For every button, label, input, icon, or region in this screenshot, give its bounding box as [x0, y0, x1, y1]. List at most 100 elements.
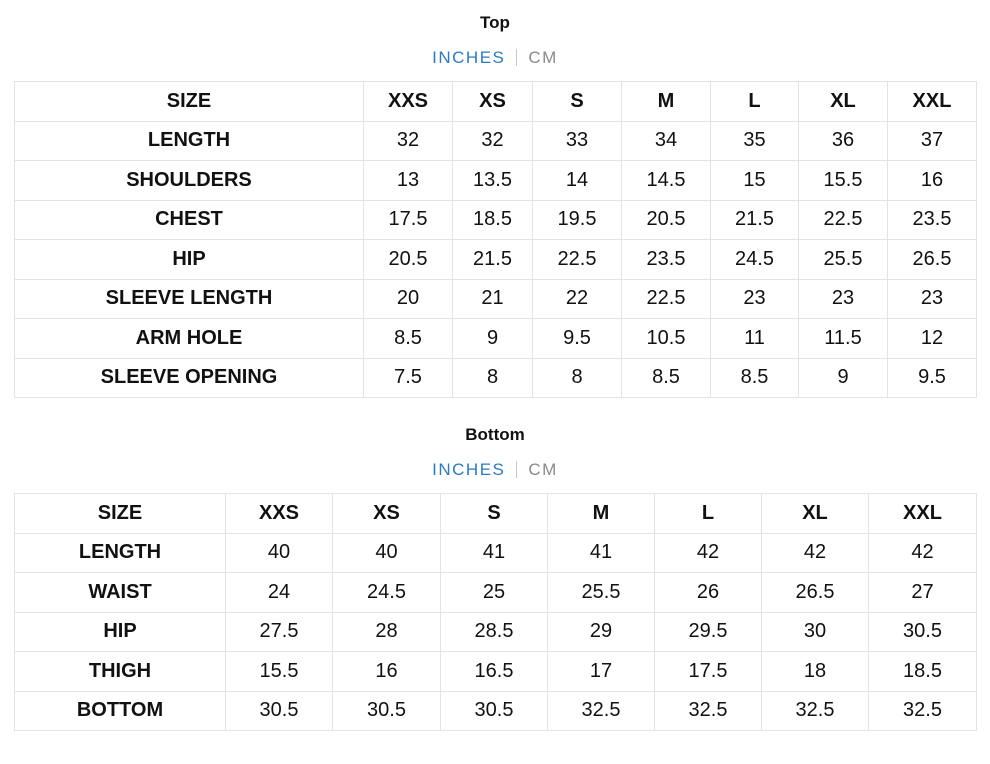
table-cell: 37	[887, 120, 977, 161]
header-cell: XXS	[363, 81, 453, 122]
table-cell: 20.5	[363, 239, 453, 280]
table-cell: 24	[225, 572, 333, 613]
table-cell: 16.5	[440, 651, 548, 692]
table-cell: 33	[532, 120, 622, 161]
table-cell: 30.5	[225, 690, 333, 731]
top-section-title: Top	[480, 13, 510, 32]
table-cell: 29	[547, 611, 655, 652]
table-cell: 18.5	[452, 199, 533, 240]
table-cell: 16	[332, 651, 441, 692]
table-row: HIP 27.5 28 28.5 29 29.5 30 30.5	[14, 611, 977, 652]
table-cell: 24.5	[332, 572, 441, 613]
table-cell: 9.5	[532, 318, 622, 359]
table-cell: 25.5	[547, 572, 655, 613]
table-row: SHOULDERS 13 13.5 14 14.5 15 15.5 16	[14, 160, 977, 201]
table-row: SLEEVE OPENING 7.5 8 8 8.5 8.5 9 9.5	[14, 357, 977, 398]
table-row: LENGTH 40 40 41 41 42 42 42	[14, 532, 977, 573]
table-cell: 23	[710, 278, 799, 319]
top-header-row: SIZE XXS XS S M L XL XXL	[14, 81, 977, 122]
table-row: BOTTOM 30.5 30.5 30.5 32.5 32.5 32.5 32.…	[14, 690, 977, 731]
table-cell: 10.5	[621, 318, 711, 359]
table-cell: 8.5	[710, 357, 799, 398]
table-cell: 8.5	[363, 318, 453, 359]
table-row: SLEEVE LENGTH 20 21 22 22.5 23 23 23	[14, 278, 977, 319]
table-cell: 18.5	[868, 651, 977, 692]
top-unit-toggle: INCHES CM	[0, 48, 990, 68]
table-cell: 22.5	[532, 239, 622, 280]
table-cell: 8.5	[621, 357, 711, 398]
bottom-header-row: SIZE XXS XS S M L XL XXL	[14, 493, 977, 534]
table-row: CHEST 17.5 18.5 19.5 20.5 21.5 22.5 23.5	[14, 199, 977, 240]
row-label: SLEEVE LENGTH	[14, 278, 364, 319]
table-cell: 22.5	[621, 278, 711, 319]
table-cell: 16	[887, 160, 977, 201]
header-cell: XS	[332, 493, 441, 534]
table-cell: 30.5	[868, 611, 977, 652]
bottom-inches-option[interactable]: INCHES	[432, 460, 506, 479]
table-cell: 24.5	[710, 239, 799, 280]
bottom-cm-option[interactable]: CM	[528, 460, 558, 479]
table-cell: 32	[363, 120, 453, 161]
header-cell: XL	[761, 493, 869, 534]
table-cell: 26.5	[887, 239, 977, 280]
table-cell: 7.5	[363, 357, 453, 398]
table-cell: 14	[532, 160, 622, 201]
row-label: ARM HOLE	[14, 318, 364, 359]
table-cell: 15.5	[225, 651, 333, 692]
header-cell: S	[440, 493, 548, 534]
header-cell: L	[710, 81, 799, 122]
table-cell: 30.5	[332, 690, 441, 731]
row-label: LENGTH	[14, 120, 364, 161]
header-cell: XS	[452, 81, 533, 122]
bottom-unit-toggle: INCHES CM	[0, 460, 990, 480]
table-cell: 23.5	[887, 199, 977, 240]
table-cell: 32.5	[547, 690, 655, 731]
table-cell: 22.5	[798, 199, 888, 240]
table-row: ARM HOLE 8.5 9 9.5 10.5 11 11.5 12	[14, 318, 977, 359]
table-cell: 22	[532, 278, 622, 319]
table-cell: 32.5	[868, 690, 977, 731]
table-cell: 9	[452, 318, 533, 359]
table-cell: 40	[332, 532, 441, 573]
table-cell: 9	[798, 357, 888, 398]
table-cell: 28	[332, 611, 441, 652]
table-cell: 9.5	[887, 357, 977, 398]
row-label: CHEST	[14, 199, 364, 240]
table-cell: 11.5	[798, 318, 888, 359]
table-row: WAIST 24 24.5 25 25.5 26 26.5 27	[14, 572, 977, 613]
table-cell: 41	[547, 532, 655, 573]
top-unit-divider	[516, 49, 518, 66]
row-label: SLEEVE OPENING	[14, 357, 364, 398]
table-cell: 25	[440, 572, 548, 613]
table-cell: 15.5	[798, 160, 888, 201]
bottom-unit-divider	[516, 461, 518, 478]
table-cell: 42	[761, 532, 869, 573]
table-cell: 17.5	[363, 199, 453, 240]
table-cell: 14.5	[621, 160, 711, 201]
table-cell: 34	[621, 120, 711, 161]
table-cell: 23	[798, 278, 888, 319]
top-inches-option[interactable]: INCHES	[432, 48, 506, 67]
header-cell: SIZE	[14, 493, 226, 534]
table-cell: 28.5	[440, 611, 548, 652]
table-cell: 41	[440, 532, 548, 573]
table-cell: 11	[710, 318, 799, 359]
bottom-section-title: Bottom	[465, 425, 525, 444]
table-cell: 27	[868, 572, 977, 613]
table-cell: 25.5	[798, 239, 888, 280]
table-row: THIGH 15.5 16 16.5 17 17.5 18 18.5	[14, 651, 977, 692]
table-cell: 32.5	[761, 690, 869, 731]
table-cell: 21.5	[452, 239, 533, 280]
table-cell: 27.5	[225, 611, 333, 652]
header-cell: SIZE	[14, 81, 364, 122]
row-label: WAIST	[14, 572, 226, 613]
table-cell: 36	[798, 120, 888, 161]
row-label: SHOULDERS	[14, 160, 364, 201]
table-cell: 17.5	[654, 651, 762, 692]
row-label: BOTTOM	[14, 690, 226, 731]
table-cell: 32	[452, 120, 533, 161]
row-label: LENGTH	[14, 532, 226, 573]
bottom-size-table: SIZE XXS XS S M L XL XXL LENGTH 40 40 41…	[14, 493, 977, 731]
top-cm-option[interactable]: CM	[528, 48, 558, 67]
table-cell: 8	[452, 357, 533, 398]
